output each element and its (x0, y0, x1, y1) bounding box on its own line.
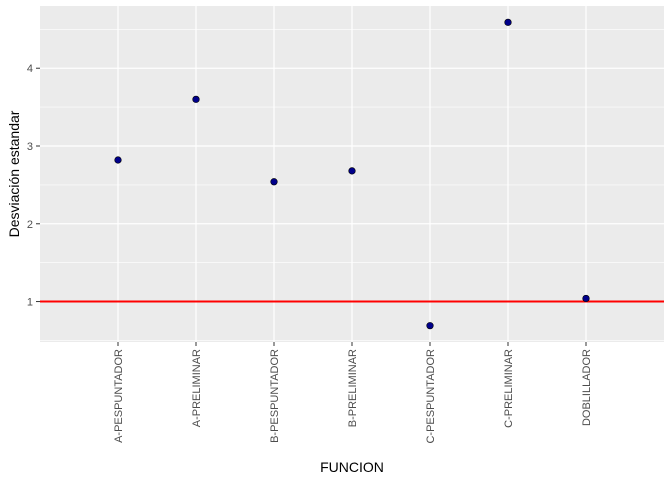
data-point (426, 322, 434, 330)
x-tick-label: C-PESPUNTADOR (425, 349, 437, 444)
points (114, 18, 590, 330)
data-point (582, 294, 590, 303)
x-axis-title: FUNCION (320, 459, 384, 475)
x-tick-label: DOBLILLADOR (581, 349, 593, 426)
data-point (114, 156, 122, 164)
data-point (504, 18, 512, 26)
data-point (348, 167, 356, 175)
y-tick-label: 1 (27, 297, 33, 309)
x-tick-label: B-PESPUNTADOR (269, 349, 281, 443)
y-axis-title: Desviación estandar (6, 110, 22, 237)
y-tick-label: 3 (27, 141, 33, 153)
data-point (192, 95, 200, 103)
axis-ticks: 1 2 3 4 A-PESPUNTADOR A-PRELIMINAR B-PESPUNTAD… (27, 63, 593, 443)
x-tick-label: A-PRELIMINAR (191, 349, 203, 427)
x-tick-label: A-PESPUNTADOR (113, 349, 125, 443)
y-tick-label: 4 (27, 63, 33, 75)
data-point (270, 178, 278, 186)
x-tick-label: C-PRELIMINAR (503, 349, 515, 428)
y-tick-label: 2 (27, 219, 33, 231)
grid (40, 6, 664, 342)
x-tick-label: B-PRELIMINAR (347, 349, 359, 427)
